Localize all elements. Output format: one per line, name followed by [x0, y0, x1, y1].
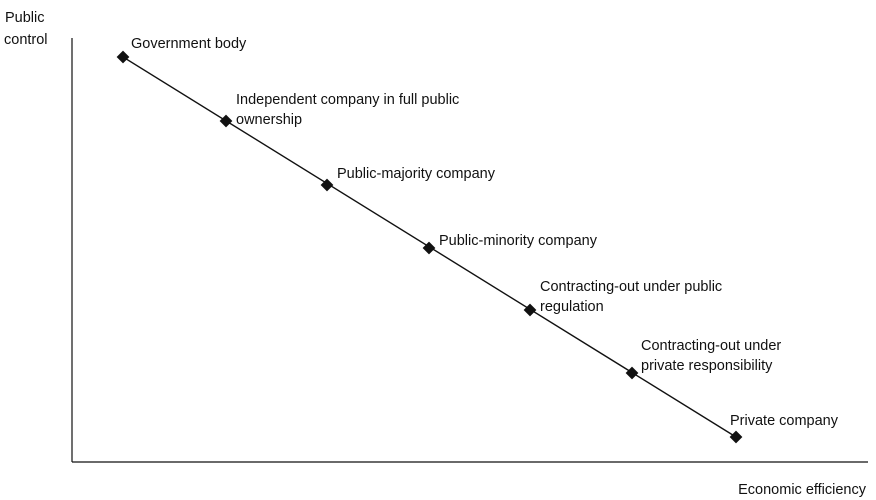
y-axis-label: Public [5, 10, 45, 26]
node-label: private responsibility [641, 358, 773, 374]
node-label: Contracting-out under public [540, 279, 722, 295]
node-marker [422, 241, 436, 255]
node-label: Private company [730, 413, 839, 429]
node-marker [729, 430, 743, 444]
node-label: Contracting-out under [641, 338, 781, 354]
node-marker [523, 303, 537, 317]
node-label: Public-minority company [439, 233, 598, 249]
node-marker [320, 178, 334, 192]
node-label: ownership [236, 112, 302, 128]
node-label: Government body [131, 36, 247, 52]
node-marker [625, 366, 639, 380]
node-label: Independent company in full public [236, 92, 459, 108]
node-marker [219, 114, 233, 128]
node-marker [116, 50, 130, 64]
y-axis-label: control [4, 32, 48, 48]
node-label: regulation [540, 299, 604, 315]
x-axis-label: Economic efficiency [738, 482, 867, 498]
node-label: Public-majority company [337, 166, 496, 182]
